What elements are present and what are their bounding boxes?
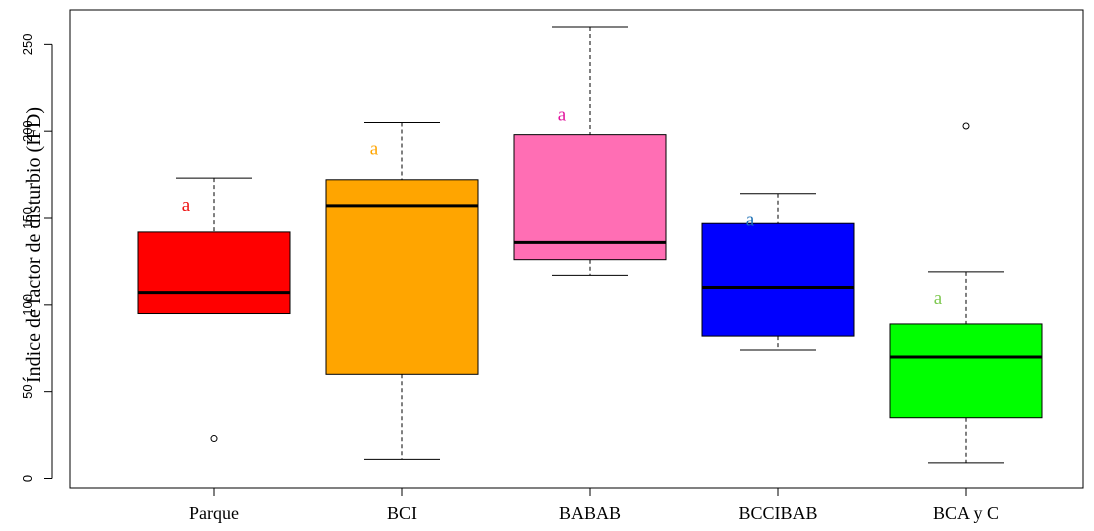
y-tick-label: 0	[20, 475, 35, 482]
box-bci: a	[325, 121, 479, 460]
x-tick-label: BABAB	[559, 503, 621, 523]
y-tick-label: 200	[20, 120, 35, 142]
y-tick-label: 50	[20, 384, 35, 398]
significance-letter: a	[182, 195, 191, 216]
x-tick-label: BCI	[387, 503, 417, 523]
plot-frame	[69, 9, 1084, 489]
iqr-box	[513, 134, 667, 261]
y-axis-title: Índice de factor de disturbio (IFD)	[22, 107, 45, 383]
significance-letter: a	[370, 138, 379, 159]
y-tick-label: 250	[20, 33, 35, 55]
x-tick-label: BCA y C	[933, 503, 999, 523]
box-bca-y-c: a	[889, 122, 1043, 464]
y-tick-label: 100	[20, 294, 35, 316]
iqr-box	[701, 222, 855, 337]
iqr-box	[325, 179, 479, 375]
outlier-point	[210, 435, 218, 443]
boxes: a a a a a	[137, 26, 1043, 464]
iqr-box	[889, 323, 1043, 419]
x-tick-label: Parque	[189, 503, 239, 523]
x-axis-labels: Parque BCI BABAB BCCIBAB BCA y C	[189, 488, 999, 523]
y-axis: 0 50 100 150 200 250	[20, 33, 53, 482]
y-tick-label: 150	[20, 207, 35, 229]
outlier-point	[962, 122, 970, 130]
significance-letter: a	[746, 210, 755, 231]
box-bccibab: a	[701, 193, 855, 351]
significance-letter: a	[558, 105, 567, 126]
iqr-box	[137, 231, 291, 315]
x-tick-label: BCCIBAB	[738, 503, 817, 523]
significance-letter: a	[934, 288, 943, 309]
box-parque: a	[137, 177, 291, 443]
box-babab: a	[513, 26, 667, 276]
